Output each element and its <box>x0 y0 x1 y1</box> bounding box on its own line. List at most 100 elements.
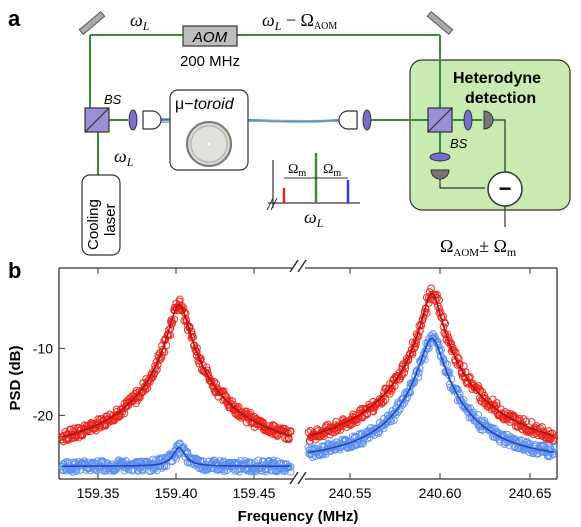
fit-curve <box>307 292 555 437</box>
data-point <box>65 464 73 473</box>
data-point <box>353 418 361 427</box>
data-point <box>529 449 538 458</box>
lens-detector-1 <box>463 109 473 131</box>
aom-frequency: 200 MHz <box>180 53 240 70</box>
toroid-label: μ−toroid <box>175 96 235 113</box>
data-point <box>268 430 277 438</box>
photodetector-2 <box>430 169 450 180</box>
data-point <box>550 434 559 442</box>
data-point <box>369 407 378 416</box>
data-point <box>264 460 273 468</box>
sideband-carrier-label: ωL <box>304 207 324 230</box>
series-blue <box>304 330 559 461</box>
y-axis-label: PSD (dB) <box>7 346 24 411</box>
x-axis-label: Frequency (MHz) <box>238 508 359 525</box>
beam-path <box>89 34 441 175</box>
aom-box <box>182 25 238 47</box>
output-label: ΩAOM± Ωm <box>440 236 517 259</box>
lens-detector-2 <box>429 152 451 162</box>
sideband-omega-right: Ωm <box>323 162 341 179</box>
data-point <box>141 386 150 394</box>
heterodyne-box <box>409 59 571 211</box>
heterodyne-label-line2: detection <box>465 90 536 107</box>
beam-label-left: ωL <box>130 10 150 33</box>
mixer-symbol: − <box>499 176 512 201</box>
x-tick-label: 240.65 <box>509 485 552 501</box>
data-point <box>550 444 559 452</box>
data-point <box>346 421 355 430</box>
lens-left <box>128 109 138 131</box>
data-point <box>414 369 423 377</box>
data-point <box>527 417 536 426</box>
cooling-laser-box <box>81 174 121 256</box>
data-point <box>379 398 388 406</box>
data-point <box>214 388 223 397</box>
data-point <box>157 341 166 350</box>
data-point <box>83 427 92 436</box>
data-point <box>474 410 483 419</box>
data-point <box>440 318 449 327</box>
data-point <box>396 399 405 408</box>
y-tick-label: -10 <box>33 340 53 356</box>
lens-right <box>362 109 372 131</box>
data-point <box>252 463 261 472</box>
x-tick-label: 159.35 <box>77 485 120 501</box>
axis-break-top <box>289 259 307 273</box>
fit-curve <box>61 304 291 438</box>
data-point <box>286 468 295 476</box>
fiber-coupler-left <box>142 110 162 130</box>
series-blue <box>58 439 295 477</box>
bs-right-label: BS <box>450 136 468 151</box>
bs-left-label: BS <box>104 92 122 107</box>
data-point <box>170 315 179 324</box>
data-point <box>219 387 228 395</box>
x-tick-label: 159.45 <box>233 485 276 501</box>
beam-splitter-left <box>84 107 110 133</box>
chart-right: 240.55 240.60 240.65 <box>304 267 559 501</box>
data-point <box>548 432 557 441</box>
data-point <box>143 384 152 393</box>
data-point <box>549 436 558 445</box>
axis-break-bottom <box>289 471 307 485</box>
series-red <box>304 284 559 445</box>
data-point <box>165 326 173 334</box>
heterodyne-label-line1: Heterodyne <box>453 70 541 87</box>
fiber-coupler-right <box>338 110 358 130</box>
beam-label-right: ωL − ΩAOM <box>262 10 337 33</box>
x-tick-label: 159.40 <box>155 485 198 501</box>
data-point <box>210 456 219 465</box>
fit-curve <box>307 337 555 454</box>
panel-a-label: a <box>8 6 21 31</box>
data-point <box>172 454 180 463</box>
chart-left: 159.35 159.40 159.45 -10 -20 <box>33 267 295 501</box>
data-point <box>109 411 117 420</box>
data-point <box>359 439 367 448</box>
fit-curve <box>61 446 291 467</box>
photodetector-1 <box>483 110 494 130</box>
data-point <box>286 428 295 436</box>
data-point <box>197 458 206 467</box>
sideband-inset <box>266 153 360 211</box>
data-point <box>381 395 390 404</box>
cooling-laser-label-line2: laser <box>102 203 119 236</box>
detector-wires <box>439 119 506 227</box>
mixer <box>487 171 523 207</box>
panel-b-label: b <box>8 258 21 283</box>
mirror-left <box>78 10 106 36</box>
data-point <box>111 466 119 475</box>
y-tick-label: -20 <box>33 407 53 423</box>
sideband-omega-left: Ωm <box>288 162 306 179</box>
x-tick-label: 240.60 <box>419 485 462 501</box>
data-point <box>522 417 531 426</box>
data-point <box>388 380 397 388</box>
omega-l-cooling: ωL <box>114 146 134 169</box>
data-point <box>427 284 435 293</box>
aom-label: AOM <box>192 29 228 46</box>
cooling-laser-label-line1: Cooling <box>85 199 102 250</box>
data-point <box>533 449 542 458</box>
x-tick-label: 240.55 <box>329 485 372 501</box>
data-point <box>133 396 142 404</box>
beam-splitter-right <box>427 107 453 133</box>
series-red <box>58 295 295 446</box>
